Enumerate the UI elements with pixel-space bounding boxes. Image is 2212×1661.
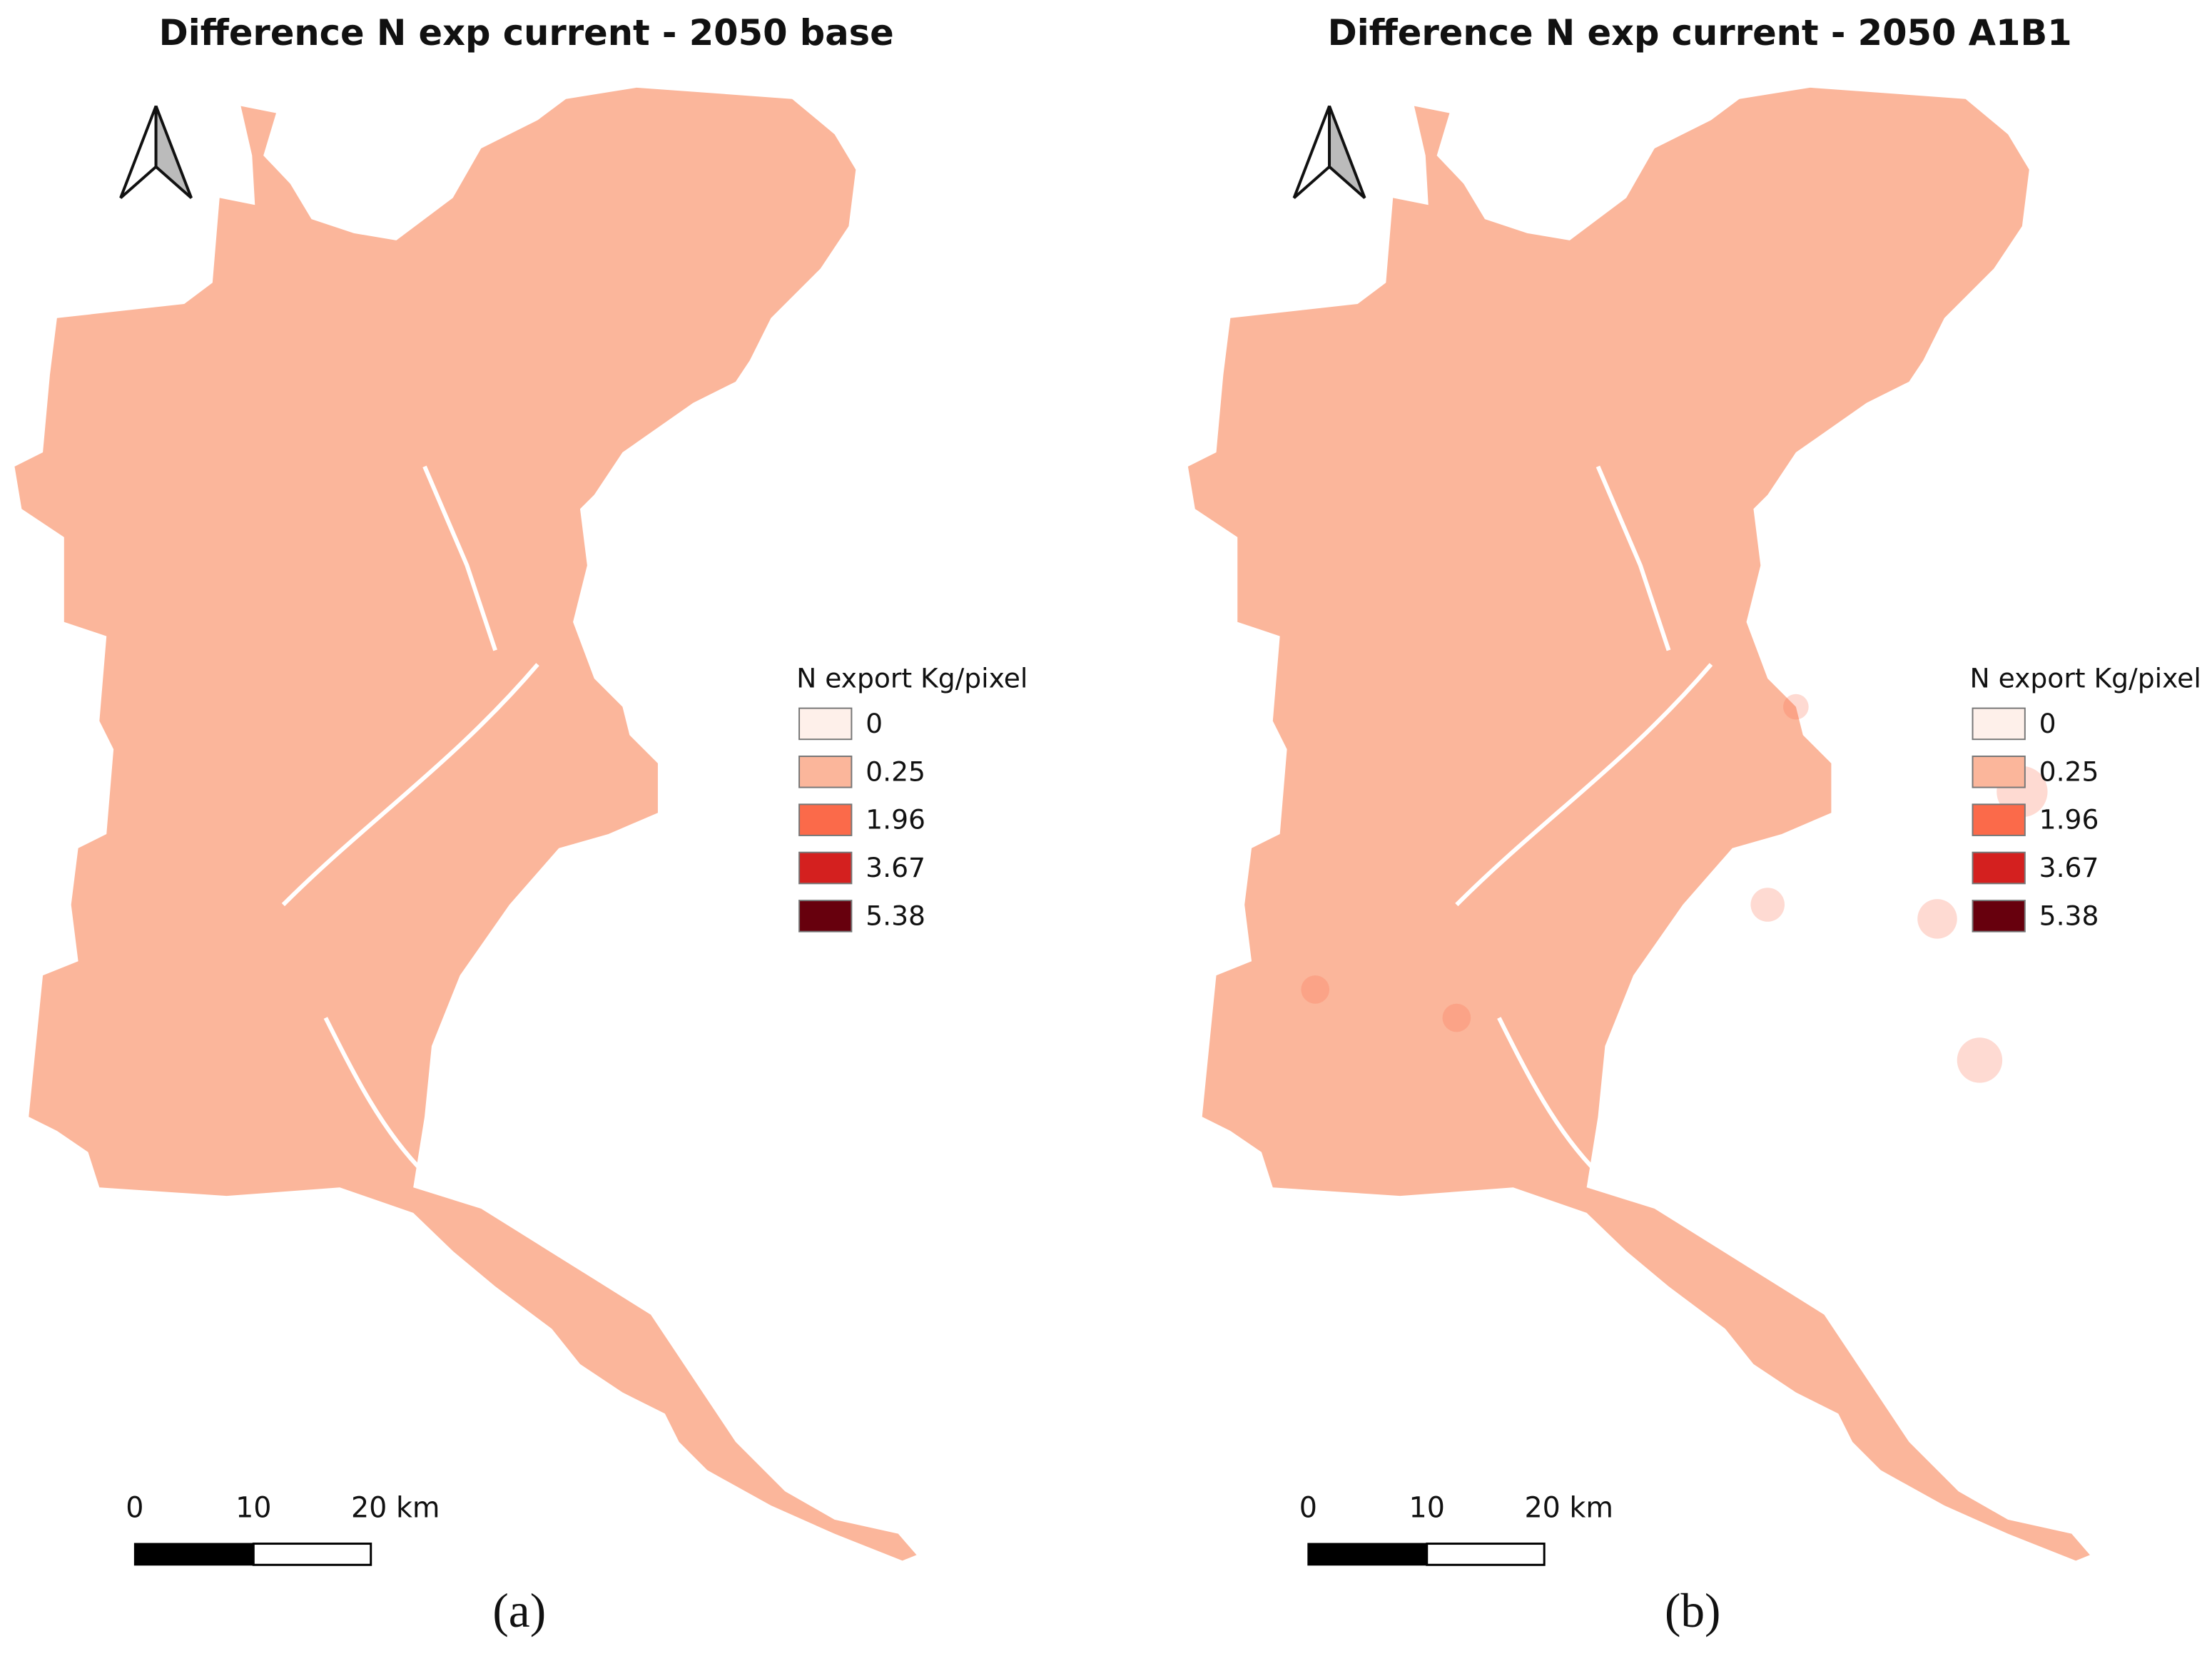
legend-label: 5.38: [866, 900, 925, 931]
map-panel: Difference N exp current - 2050 A1B1 N ex…: [1187, 12, 2201, 1637]
legend-label: 0: [2039, 708, 2056, 739]
legend-swatch: [798, 707, 853, 741]
legend-label: 1.96: [2039, 804, 2099, 835]
legend-swatch: [798, 755, 853, 788]
hotspot: [1750, 888, 1785, 922]
river: [1455, 465, 1713, 1175]
legend-title: N export Kg/pixel: [796, 662, 1028, 694]
legend-label: 3.67: [2039, 852, 2099, 883]
map-title: Difference N exp current - 2050 base: [159, 12, 894, 54]
legend-swatch: [1972, 900, 2026, 933]
hotspot: [1917, 899, 1957, 939]
scale-label: 10: [235, 1492, 271, 1525]
scale-bar-white: [1426, 1543, 1546, 1566]
legend-label: 1.96: [866, 804, 925, 835]
hotspot: [1957, 1037, 2003, 1083]
legend-swatch: [1972, 851, 2026, 885]
map-title: Difference N exp current - 2050 A1B1: [1328, 12, 2072, 54]
watershed: [14, 87, 917, 1561]
legend-label: 0.25: [2039, 756, 2099, 787]
hotspot: [1783, 694, 1809, 720]
scale-label: 0: [126, 1492, 143, 1525]
legend-title: N export Kg/pixel: [1970, 662, 2201, 694]
legend-swatch: [798, 900, 853, 933]
scale-label: 20 km: [1524, 1492, 1613, 1525]
scale-bar-black: [133, 1543, 255, 1566]
scale-label: 10: [1409, 1492, 1445, 1525]
legend-label: 0: [866, 708, 883, 739]
legend-label: 0.25: [866, 756, 925, 787]
legend-label: 5.38: [2039, 900, 2099, 931]
scale-bar-black: [1307, 1543, 1428, 1566]
legend-swatch: [1972, 755, 2026, 788]
scale-label: 20 km: [351, 1492, 440, 1525]
scale-label: 0: [1299, 1492, 1317, 1525]
north-arrow: [1292, 104, 1366, 200]
legend-swatch: [1972, 803, 2026, 836]
river: [281, 465, 539, 1175]
legend-swatch: [798, 803, 853, 836]
panel-caption: (b): [1665, 1584, 1721, 1637]
hotspot: [1442, 1003, 1471, 1032]
legend-label: 3.67: [866, 852, 925, 883]
watershed: [1187, 87, 2090, 1561]
scale-bar-white: [252, 1543, 372, 1566]
legend-swatch: [1972, 707, 2026, 741]
hotspot: [1301, 975, 1330, 1004]
north-arrow: [119, 104, 193, 200]
map-panel: Difference N exp current - 2050 base N ex…: [14, 12, 1028, 1637]
panel-caption: (a): [492, 1584, 546, 1637]
legend-swatch: [798, 851, 853, 885]
